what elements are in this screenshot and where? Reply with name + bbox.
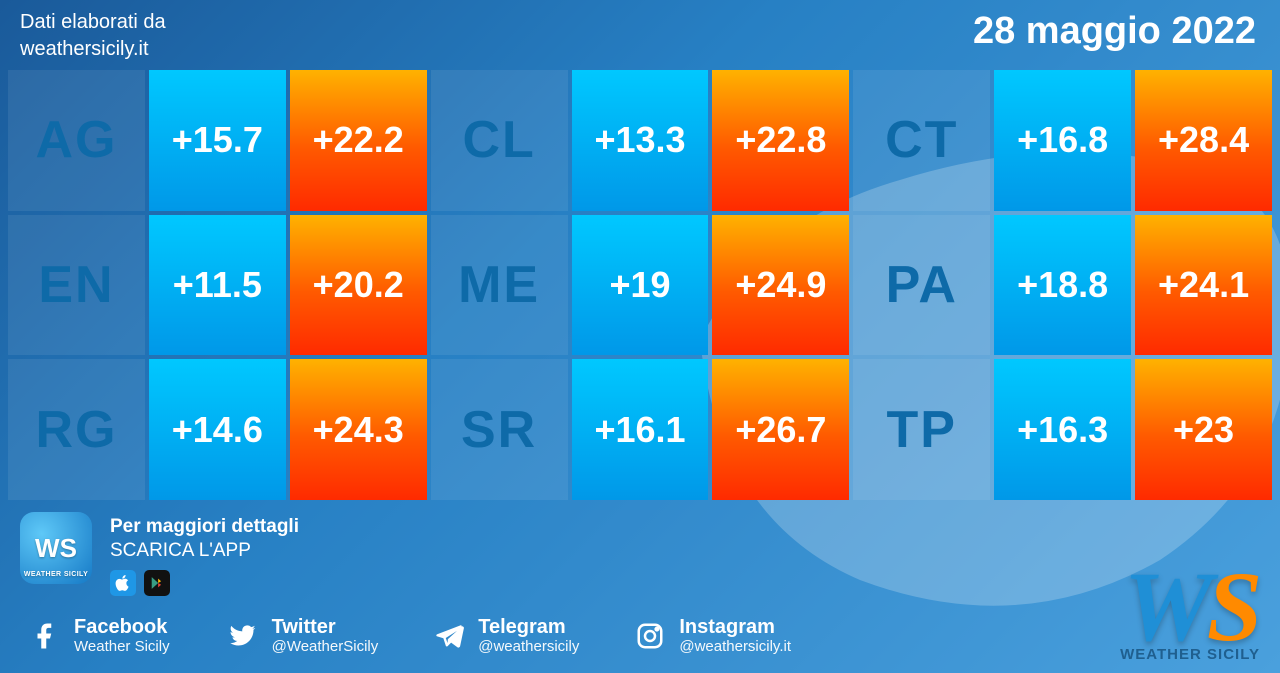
temp-min: +11.5: [149, 215, 286, 356]
province-code: AG: [8, 70, 145, 211]
social-instagram[interactable]: Instagram @weathersicily.it: [635, 616, 791, 655]
app-icon[interactable]: WS WEATHER SICILY: [20, 512, 92, 584]
app-icon-text: WS: [35, 533, 77, 564]
social-label: Facebook: [74, 616, 170, 638]
temp-min: +16.1: [572, 359, 709, 500]
temp-max: +26.7: [712, 359, 849, 500]
header: Dati elaborati da weathersicily.it 28 ma…: [0, 0, 1280, 66]
footer: WS WEATHER SICILY Per maggiori dettagli …: [0, 512, 1280, 596]
temp-max: +20.2: [290, 215, 427, 356]
instagram-icon: [635, 621, 665, 651]
temp-min: +16.3: [994, 359, 1131, 500]
brand-logo: WS WEATHER SICILY: [1120, 562, 1260, 663]
temp-min: +16.8: [994, 70, 1131, 211]
province-code: PA: [853, 215, 990, 356]
province-code: CT: [853, 70, 990, 211]
social-facebook[interactable]: Facebook Weather Sicily: [30, 616, 170, 655]
temp-min: +15.7: [149, 70, 286, 211]
social-telegram[interactable]: Telegram @weathersicily: [434, 616, 579, 655]
province-code: CL: [431, 70, 568, 211]
appstore-icon[interactable]: [110, 570, 136, 596]
temp-max: +22.8: [712, 70, 849, 211]
social-twitter[interactable]: Twitter @WeatherSicily: [226, 616, 379, 655]
temp-min: +18.8: [994, 215, 1131, 356]
temp-max: +23: [1135, 359, 1272, 500]
province-code: EN: [8, 215, 145, 356]
playstore-icon[interactable]: [144, 570, 170, 596]
social-handle: @weathersicily: [478, 638, 579, 655]
province-code: RG: [8, 359, 145, 500]
telegram-icon: [434, 621, 464, 651]
social-label: Telegram: [478, 616, 579, 638]
province-code: ME: [431, 215, 568, 356]
footer-line1: Per maggiori dettagli: [110, 516, 299, 538]
temp-min: +14.6: [149, 359, 286, 500]
date: 28 maggio 2022: [973, 10, 1256, 53]
temp-min: +13.3: [572, 70, 709, 211]
province-code: TP: [853, 359, 990, 500]
temp-max: +28.4: [1135, 70, 1272, 211]
province-code: SR: [431, 359, 568, 500]
temperature-grid: AG +15.7 +22.2 CL +13.3 +22.8 CT +16.8 +…: [0, 66, 1280, 504]
app-icon-sub: WEATHER SICILY: [24, 571, 88, 578]
socials: Facebook Weather Sicily Twitter @Weather…: [0, 596, 1280, 655]
temp-min: +19: [572, 215, 709, 356]
source-label: Dati elaborati da: [20, 10, 166, 35]
social-label: Twitter: [272, 616, 379, 638]
social-handle: Weather Sicily: [74, 638, 170, 655]
temp-max: +24.9: [712, 215, 849, 356]
footer-line2: SCARICA L'APP: [110, 540, 299, 562]
temp-max: +22.2: [290, 70, 427, 211]
temp-max: +24.3: [290, 359, 427, 500]
facebook-icon: [30, 621, 60, 651]
social-handle: @weathersicily.it: [679, 638, 791, 655]
social-handle: @WeatherSicily: [272, 638, 379, 655]
temp-max: +24.1: [1135, 215, 1272, 356]
twitter-icon: [226, 620, 258, 652]
source-site: weathersicily.it: [20, 37, 166, 62]
social-label: Instagram: [679, 616, 791, 638]
